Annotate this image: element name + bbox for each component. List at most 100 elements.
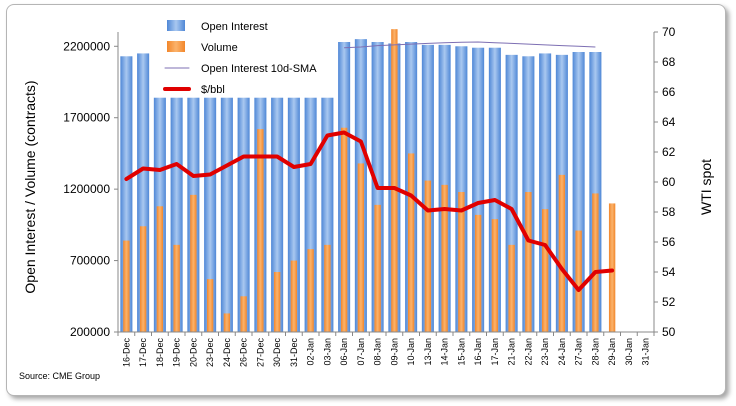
volume-bar bbox=[123, 240, 130, 332]
volume-bar bbox=[324, 244, 331, 332]
x-tick-label: 27-Jan bbox=[574, 338, 584, 366]
legend-swatch bbox=[167, 20, 185, 31]
volume-bar bbox=[458, 192, 465, 332]
x-tick-label: 02-Jan bbox=[306, 338, 316, 366]
x-tick-label: 30-Jan bbox=[624, 338, 634, 366]
volume-bar bbox=[173, 244, 180, 332]
volume-bar bbox=[206, 279, 214, 332]
x-tick-label: 08-Jan bbox=[373, 338, 383, 366]
x-tick-label: 07-Jan bbox=[356, 338, 366, 366]
chart-frame: 200000 700000 1200000 1700000 2200000 50 52 54 5… bbox=[6, 4, 726, 396]
x-tick-label: 10-Jan bbox=[406, 338, 416, 366]
volume-bar bbox=[541, 209, 549, 332]
x-tick-label: 14-Jan bbox=[440, 338, 450, 366]
x-tick-label: 23-Jan bbox=[540, 338, 550, 366]
volume-bar bbox=[190, 194, 197, 332]
x-tick-label: 29-Jan bbox=[607, 338, 617, 366]
volume-bar bbox=[290, 260, 298, 332]
volume-bar bbox=[391, 29, 398, 333]
y-right-tick-label: 50 bbox=[662, 325, 676, 339]
open-interest-sma-line bbox=[344, 41, 596, 49]
x-tick-label: 06-Jan bbox=[339, 338, 349, 366]
axes-layer: 200000 700000 1200000 1700000 2200000 50 52 54 5… bbox=[63, 25, 675, 367]
x-tick-label: 16-Jan bbox=[473, 338, 483, 366]
volume-bar bbox=[575, 230, 582, 332]
y-left-tick-label: 200000 bbox=[70, 325, 110, 339]
x-tick-label: 09-Jan bbox=[389, 338, 399, 366]
x-tick-label: 18-Dec bbox=[155, 338, 165, 368]
legend-item: $/bbl bbox=[163, 84, 225, 96]
chart-canvas: 200000 700000 1200000 1700000 2200000 50 52 54 5… bbox=[19, 20, 714, 381]
x-tick-label: 26-Dec bbox=[239, 338, 249, 368]
bars-layer bbox=[120, 29, 616, 333]
volume-bar bbox=[273, 272, 281, 332]
legend-item: Volume bbox=[167, 41, 238, 54]
y-right-tick-label: 68 bbox=[662, 55, 676, 69]
source-note: Source: CME Group bbox=[19, 371, 100, 381]
volume-bar bbox=[240, 296, 247, 332]
y-right-tick-label: 54 bbox=[662, 265, 676, 279]
legend-label: $/bbl bbox=[201, 84, 225, 96]
volume-bar bbox=[441, 184, 448, 332]
x-tick-label: 20-Dec bbox=[188, 338, 198, 368]
volume-bar bbox=[374, 204, 381, 332]
wti-price-line bbox=[124, 130, 615, 292]
y-left-tick-label: 1200000 bbox=[63, 182, 110, 196]
volume-bar bbox=[508, 244, 515, 332]
legend: Open Interest Volume Open Interest 10d-SMA… bbox=[163, 20, 317, 96]
legend-item: Open Interest 10d-SMA bbox=[164, 63, 317, 75]
volume-bar bbox=[491, 219, 499, 332]
y-right-tick-label: 64 bbox=[662, 115, 676, 129]
x-tick-label: 03-Jan bbox=[322, 338, 332, 366]
open-interest-bar bbox=[204, 97, 217, 332]
x-tick-label: 21-Jan bbox=[507, 338, 517, 366]
legend-label: Volume bbox=[201, 42, 238, 54]
volume-bar bbox=[474, 214, 482, 332]
legend-item: Open Interest bbox=[167, 20, 268, 33]
y-right-tick-label: 56 bbox=[662, 235, 676, 249]
x-tick-label: 28-Jan bbox=[590, 338, 600, 366]
volume-bar bbox=[407, 153, 415, 332]
y-axis-left-title: Open Interest / Volume (contracts) bbox=[22, 80, 38, 293]
volume-bar bbox=[558, 174, 566, 332]
volume-bar bbox=[608, 203, 616, 332]
y-right-tick-label: 52 bbox=[662, 295, 676, 309]
volume-bar bbox=[156, 206, 164, 332]
volume-bar bbox=[424, 180, 432, 332]
x-tick-label: 16-Dec bbox=[121, 338, 131, 368]
x-tick-label: 19-Dec bbox=[172, 338, 182, 368]
volume-bar bbox=[357, 163, 365, 332]
volume-bar bbox=[223, 313, 231, 332]
y-right-tick-label: 70 bbox=[662, 25, 676, 39]
legend-swatch bbox=[167, 41, 185, 52]
y-right-tick-label: 60 bbox=[662, 175, 676, 189]
volume-bar bbox=[307, 249, 314, 332]
y-right-tick-label: 58 bbox=[662, 205, 676, 219]
y-right-tick-label: 66 bbox=[662, 85, 676, 99]
x-tick-label: 31-Jan bbox=[641, 338, 651, 366]
x-tick-label: 13-Jan bbox=[423, 338, 433, 366]
legend-label: Open Interest bbox=[201, 21, 268, 33]
open-interest-bar bbox=[220, 97, 233, 332]
legend-label: Open Interest 10d-SMA bbox=[201, 63, 317, 75]
volume-bar bbox=[592, 193, 599, 332]
x-tick-label: 22-Jan bbox=[523, 338, 533, 366]
x-tick-label: 30-Dec bbox=[272, 338, 282, 368]
x-tick-label: 27-Dec bbox=[255, 338, 265, 368]
y-right-tick-label: 62 bbox=[662, 145, 676, 159]
y-axis-right-title: WTI spot bbox=[698, 159, 714, 215]
volume-bar bbox=[257, 129, 264, 332]
lines-layer bbox=[124, 41, 615, 292]
x-tick-label: 17-Jan bbox=[490, 338, 500, 366]
y-left-tick-label: 1700000 bbox=[63, 111, 110, 125]
volume-bar bbox=[139, 226, 147, 332]
volume-bar bbox=[340, 127, 348, 332]
x-tick-label: 24-Dec bbox=[222, 338, 232, 368]
x-tick-label: 23-Dec bbox=[205, 338, 215, 368]
x-tick-label: 15-Jan bbox=[456, 338, 466, 366]
volume-bar bbox=[525, 192, 532, 332]
x-tick-label: 17-Dec bbox=[138, 338, 148, 368]
x-tick-label: 31-Dec bbox=[289, 338, 299, 368]
x-tick-label: 24-Jan bbox=[557, 338, 567, 366]
y-left-tick-label: 2200000 bbox=[63, 39, 110, 53]
